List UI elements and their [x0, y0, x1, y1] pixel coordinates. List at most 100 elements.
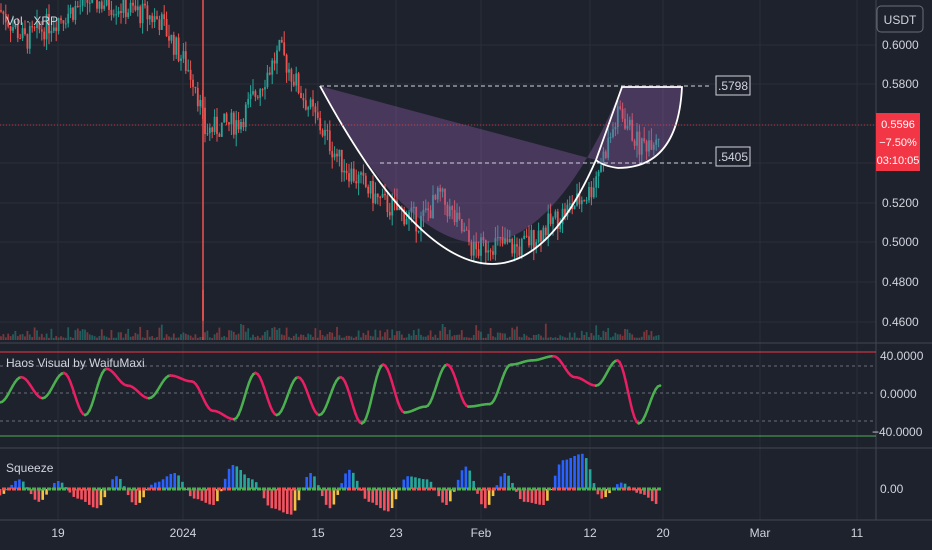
volume-bar — [554, 337, 557, 340]
candle-body — [453, 209, 456, 223]
squeeze-dot — [422, 487, 426, 491]
currency-button[interactable]: USDT — [876, 5, 924, 33]
volume-bar — [273, 327, 276, 340]
squeeze-dot — [577, 487, 581, 491]
volume-bar — [403, 337, 406, 340]
momentum-bar — [619, 482, 623, 489]
momentum-bar — [305, 476, 309, 489]
momentum-bar — [266, 489, 270, 506]
volume-bar — [511, 327, 514, 340]
volume-bar — [216, 332, 218, 340]
squeeze-dot — [252, 487, 256, 491]
time-tick: 23 — [389, 526, 403, 540]
oscillator-segment — [624, 380, 630, 394]
candle-body — [645, 141, 648, 152]
volume-bar — [244, 331, 247, 340]
price-tick: 0.5200 — [882, 196, 919, 210]
squeeze-dot — [352, 487, 356, 491]
candle-body — [223, 113, 226, 123]
candle-body — [412, 206, 415, 208]
volume-bar — [43, 337, 46, 340]
squeeze-dot — [122, 487, 126, 491]
time-tick: 2024 — [170, 526, 197, 540]
momentum-bar — [72, 489, 76, 497]
squeeze-dot — [147, 487, 151, 491]
volume-bar — [290, 337, 293, 340]
volume-bar — [338, 335, 341, 340]
volume-bar — [640, 336, 643, 340]
volume-bar — [33, 327, 36, 340]
volume-bar — [472, 334, 475, 340]
momentum-bar — [421, 479, 425, 489]
candle-body — [338, 149, 341, 157]
volume-bar — [506, 337, 509, 340]
candle-body — [578, 193, 581, 205]
volume-bar — [249, 337, 252, 340]
volume-bar — [304, 337, 307, 340]
volume-bar — [199, 336, 202, 340]
momentum-bar — [309, 473, 312, 489]
volume-bar — [369, 335, 372, 340]
volume-bar — [69, 336, 72, 340]
squeeze-dot — [82, 487, 86, 491]
candle-body — [129, 2, 132, 13]
momentum-bar — [480, 489, 483, 505]
price-tick: 0.6000 — [882, 38, 919, 52]
candle-body — [410, 207, 413, 213]
volume-bar — [592, 335, 595, 340]
volume-bar — [516, 326, 518, 340]
volume-bar — [165, 334, 168, 340]
momentum-bar — [328, 489, 332, 509]
volume-bar — [283, 335, 286, 340]
squeeze-dot — [647, 487, 651, 491]
candle-body — [513, 244, 516, 254]
candle-body — [120, 11, 122, 13]
momentum-bar — [53, 482, 56, 489]
volume-bar — [518, 336, 521, 340]
candle-body — [624, 118, 626, 129]
oscillator-segment — [622, 372, 628, 384]
squeeze-dot — [312, 487, 316, 491]
candle-body — [88, 2, 91, 4]
price-axis: 0.6000 0.5800 0.5200 0.5000 0.4800 0.4600 40.0… — [872, 38, 924, 496]
momentum-bar — [417, 478, 421, 489]
candle-body — [657, 138, 660, 140]
squeeze-dot — [142, 487, 146, 491]
candle-body — [609, 136, 612, 138]
volume-bar — [427, 335, 430, 340]
candle-body — [72, 7, 74, 20]
time-axis: 19 2024 15 23 Feb 12 20 Mar 11 — [51, 526, 863, 540]
momentum-bar — [468, 470, 472, 489]
squeeze-dot — [442, 487, 446, 491]
candle-body — [448, 206, 451, 217]
momentum-bar — [2, 489, 6, 494]
time-tick: 15 — [311, 526, 325, 540]
volume-bar — [79, 330, 82, 340]
momentum-bar — [293, 489, 297, 511]
volume-bar — [52, 337, 55, 340]
volume-bar — [160, 324, 163, 340]
candle-body — [516, 244, 518, 247]
candle-body — [621, 108, 624, 119]
momentum-bar — [511, 482, 514, 489]
momentum-bar — [80, 489, 83, 500]
candle-body — [213, 116, 216, 132]
volume-bar — [124, 333, 127, 340]
oscillator-segment — [367, 401, 372, 413]
volume-bar — [14, 330, 17, 340]
squeeze-dot — [607, 487, 611, 491]
momentum-bar — [526, 489, 530, 503]
momentum-bar — [553, 475, 557, 489]
volume-bar — [9, 336, 12, 340]
candle-body — [163, 14, 166, 20]
momentum-bar — [204, 489, 208, 503]
volume-bar — [206, 330, 209, 340]
volume-bar — [230, 330, 233, 340]
volume-bar — [74, 330, 77, 340]
momentum-bar — [192, 489, 196, 499]
momentum-bar — [639, 489, 642, 494]
candle-body — [424, 208, 427, 211]
candle-body — [530, 230, 533, 246]
volume-bar — [429, 330, 432, 340]
squeeze-dot — [427, 487, 431, 491]
